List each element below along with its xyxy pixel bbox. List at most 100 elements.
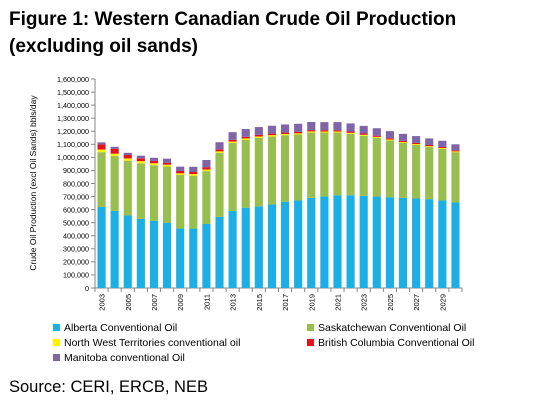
legend-item-nwt: North West Territories conventional oil: [53, 337, 240, 349]
bar-segment-2004-4: [110, 146, 119, 149]
bar-segment-2021-0: [333, 195, 342, 288]
bar-segment-2019-3: [307, 130, 316, 132]
legend-swatch-saskatchewan: [307, 324, 314, 331]
bar-segment-2008-1: [163, 166, 172, 223]
y-tick-label: 1,600,000: [57, 75, 89, 84]
bar-segment-2024-2: [372, 136, 381, 138]
stacked-bar-chart: 0 100,000 200,000 300,000 400,000 500,000 600,…: [28, 75, 463, 311]
bar-segment-2013-0: [228, 210, 237, 288]
legend-label-nwt: North West Territories conventional oil: [64, 337, 241, 349]
y-tick-label: 0: [85, 284, 89, 293]
bar-segment-2007-3: [149, 160, 159, 164]
bar-segment-2028-0: [425, 199, 434, 288]
bar-segment-2023-2: [359, 134, 368, 136]
bar-segment-2025-4: [385, 131, 394, 139]
y-tick-label: 1,400,000: [57, 101, 89, 110]
bar-segment-2012-1: [215, 152, 224, 217]
y-axis-label: Crude Oil Production (excl Oil Sands) bb…: [28, 95, 38, 271]
x-tick-label: 2013: [229, 294, 238, 311]
y-tick-label: 300,000: [63, 245, 89, 254]
bar-segment-2017-2: [280, 133, 290, 136]
bar-segment-2016-3: [267, 133, 277, 136]
bar-segment-2019-0: [307, 197, 316, 288]
bar-segment-2022-4: [346, 123, 355, 132]
bar-segment-2022-3: [346, 131, 355, 133]
bar-segment-2015-1: [254, 137, 263, 207]
bar-segment-2011-1: [202, 171, 211, 224]
bar-segment-2012-3: [215, 149, 224, 152]
bar-segment-2024-0: [372, 196, 381, 288]
y-tick-label: 1,000,000: [57, 153, 89, 162]
x-tick-label: 2017: [281, 294, 290, 311]
x-tick-label: 2027: [412, 294, 421, 311]
bar-segment-2029-1: [438, 148, 447, 201]
bar-segment-2023-0: [359, 195, 368, 288]
bar-segment-2026-2: [398, 142, 408, 144]
bars: [97, 121, 460, 288]
bar-segment-2020-0: [320, 196, 329, 288]
bar-segment-2016-2: [267, 135, 277, 137]
bar-segment-2011-0: [202, 223, 211, 288]
bar-segment-2017-3: [280, 132, 290, 134]
bar-segment-2020-3: [320, 130, 329, 132]
bar-segment-2014-4: [241, 129, 250, 137]
bar-segment-2010-0: [189, 228, 198, 288]
bar-segment-2030-4: [451, 144, 460, 151]
chart-title-line-2: (excluding oil sands): [9, 36, 198, 57]
bar-segment-2026-3: [398, 140, 408, 143]
chart-title-line-1: Figure 1: Western Canadian Crude Oil Pro…: [9, 9, 457, 30]
bar-segment-2013-2: [228, 141, 237, 144]
bar-segment-2008-0: [163, 222, 172, 288]
bar-segment-2029-2: [438, 148, 447, 149]
bar-segment-2018-0: [294, 200, 303, 288]
bar-segment-2024-4: [372, 128, 381, 136]
bar-segment-2016-1: [267, 136, 277, 205]
y-tick-label: 700,000: [63, 192, 89, 201]
x-tick-label: 2029: [438, 294, 447, 311]
bar-segment-2024-1: [372, 137, 381, 197]
bar-segment-2007-4: [149, 157, 159, 161]
bar-segment-2016-4: [267, 125, 277, 134]
bar-segment-2012-2: [215, 151, 224, 153]
bar-segment-2027-3: [412, 142, 421, 145]
bar-segment-2019-2: [307, 131, 316, 133]
bar-segment-2006-3: [136, 158, 145, 162]
bar-segment-2028-2: [425, 146, 434, 147]
bar-segment-2005-2: [123, 158, 132, 161]
x-tick-label: 2023: [360, 294, 369, 311]
bar-segment-2007-2: [149, 163, 159, 166]
bar-segment-2008-2: [163, 164, 172, 167]
bar-segment-2011-2: [202, 169, 211, 172]
legend-swatch-bc: [307, 339, 314, 346]
bar-segment-2014-3: [241, 136, 250, 139]
bar-segment-2006-1: [136, 163, 145, 219]
bar-segment-2011-4: [202, 159, 211, 168]
bar-segment-2026-4: [398, 133, 408, 141]
bar-segment-2023-3: [359, 133, 368, 135]
bar-segment-2021-4: [333, 122, 342, 131]
y-tick-label: 800,000: [63, 179, 89, 188]
bar-segment-2020-2: [320, 131, 329, 133]
bar-segment-2022-0: [346, 195, 355, 288]
bar-segment-2009-4: [176, 166, 185, 171]
y-tick-label: 200,000: [63, 258, 89, 267]
legend-item-manitoba: Manitoba conventional Oil: [53, 352, 185, 364]
legend-label-saskatchewan: Saskatchewan Conventional Oil: [318, 322, 467, 334]
y-tick-label: 400,000: [63, 232, 89, 241]
bar-segment-2006-4: [136, 155, 145, 159]
bar-segment-2010-2: [189, 174, 198, 176]
bar-segment-2018-1: [294, 134, 303, 201]
bar-segment-2004-2: [110, 153, 119, 157]
bar-segment-2030-3: [451, 150, 460, 152]
bar-segment-2029-3: [438, 147, 447, 149]
bar-segment-2005-1: [123, 160, 132, 216]
bar-segment-2027-4: [412, 136, 421, 143]
bar-segment-2007-1: [149, 165, 159, 221]
bar-segment-2005-3: [123, 155, 132, 159]
y-tick-label: 100,000: [63, 271, 89, 280]
x-tick-label: 2007: [150, 294, 159, 311]
legend-item-saskatchewan: Saskatchewan Conventional Oil: [307, 322, 466, 334]
y-tick-label: 1,100,000: [57, 140, 89, 149]
bar-segment-2005-0: [123, 215, 132, 288]
bar-segment-2015-3: [254, 134, 263, 137]
